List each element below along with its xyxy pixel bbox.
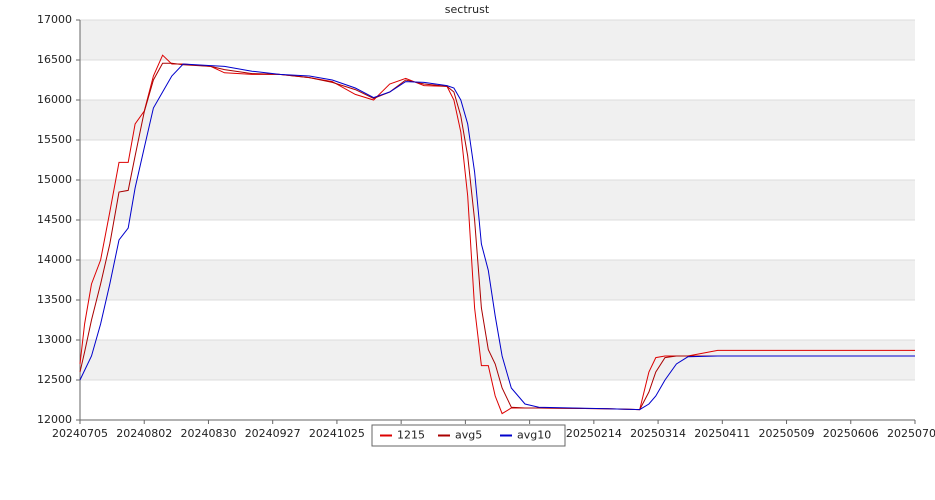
grid-band [80, 180, 915, 220]
chart-title: sectrust [445, 3, 490, 16]
x-tick-label: 20240705 [52, 427, 108, 440]
y-tick-label: 16000 [37, 93, 72, 106]
y-tick-label: 12000 [37, 413, 72, 426]
x-tick-label: 20250704 [887, 427, 935, 440]
legend: 1215 avg5 avg10 [371, 424, 566, 447]
grid-band [80, 100, 915, 140]
y-tick-label: 15000 [37, 173, 72, 186]
x-tick-label: 20250411 [694, 427, 750, 440]
grid-band [80, 260, 915, 300]
legend-label: avg10 [517, 429, 551, 442]
legend-label: avg5 [455, 429, 482, 442]
x-tick-label: 20241025 [309, 427, 365, 440]
x-tick-label: 20250214 [566, 427, 622, 440]
legend-label: 1215 [397, 429, 425, 442]
legend-box [371, 424, 566, 447]
y-tick-label: 14500 [37, 213, 72, 226]
grid-band [80, 340, 915, 380]
x-tick-label: 20250509 [759, 427, 815, 440]
y-tick-label: 15500 [37, 133, 72, 146]
x-tick-label: 20250314 [630, 427, 686, 440]
y-tick-label: 13000 [37, 333, 72, 346]
x-tick-label: 20240830 [180, 427, 236, 440]
x-tick-label: 20250606 [823, 427, 879, 440]
y-tick-label: 17000 [37, 13, 72, 26]
y-tick-label: 12500 [37, 373, 72, 386]
y-tick-label: 13500 [37, 293, 72, 306]
grid-band [80, 20, 915, 60]
series-line [79, 63, 915, 411]
x-tick-label: 20240802 [116, 427, 172, 440]
y-tick-label: 16500 [37, 53, 72, 66]
y-tick-label: 14000 [37, 253, 72, 266]
x-tick-label: 20240927 [245, 427, 301, 440]
